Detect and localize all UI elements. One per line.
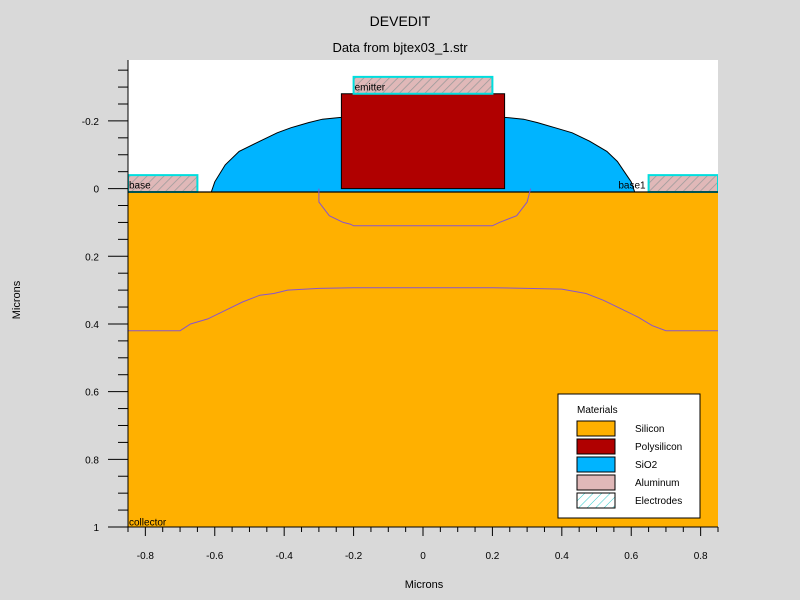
y-tick-label: 0.8 — [85, 455, 99, 466]
x-tick-label: -0.6 — [206, 551, 224, 562]
legend-label-sio2: SiO2 — [635, 460, 658, 471]
y-tick-label: -0.2 — [82, 117, 100, 128]
legend-swatch-sio2 — [576, 456, 616, 473]
emitter-junction-line — [318, 188, 532, 227]
x-tick-label: 0.8 — [694, 551, 708, 562]
legend: Materials Silicon Polysilicon SiO2 Aluminum… — [557, 393, 701, 519]
y-tick-label: 1 — [93, 523, 99, 534]
junctions-layer — [128, 188, 718, 332]
electrode-label-base: base — [129, 181, 151, 192]
x-tick-label: -0.8 — [137, 551, 155, 562]
region-hatch-aluminum-base1 — [647, 174, 718, 193]
legend-label-electrodes: Electrodes — [635, 496, 682, 507]
base-junction-line — [128, 287, 718, 332]
chart-title: DEVEDIT — [370, 13, 431, 29]
y-tick-label: 0.4 — [85, 320, 99, 331]
region-polysilicon — [340, 93, 506, 190]
legend-title: Materials — [577, 405, 618, 416]
y-axis: -0.2 0 0.2 0.4 0.6 0.8 1 — [82, 69, 128, 534]
y-tick-label: 0 — [93, 185, 99, 196]
x-tick-label: 0.6 — [624, 551, 638, 562]
x-tick-label: 0.2 — [485, 551, 499, 562]
y-axis-label: Microns — [11, 280, 23, 319]
chart-subtitle: Data from bjtex03_1.str — [332, 40, 468, 55]
x-tick-label: -0.2 — [345, 551, 363, 562]
y-tick-label: 0.2 — [85, 252, 99, 263]
legend-swatch-silicon — [576, 420, 616, 437]
x-axis: -0.8 -0.6 -0.4 -0.2 0 0.2 0.4 0.6 0.8 — [127, 527, 719, 562]
electrode-label-collector: collector — [129, 517, 167, 528]
legend-entries: Silicon Polysilicon SiO2 Aluminum Electrodes — [576, 420, 682, 509]
legend-label-polysilicon: Polysilicon — [635, 442, 682, 453]
x-tick-label: 0 — [420, 551, 426, 562]
x-axis-label: Microns — [405, 579, 444, 591]
x-tick-label: 0.4 — [555, 551, 569, 562]
region-hatch-aluminum-emitter — [352, 75, 494, 95]
legend-swatch-polysilicon — [576, 438, 616, 455]
electrode-labels-layer: emitter base base1 collector — [129, 82, 646, 528]
legend-swatch-electrodes — [576, 492, 616, 509]
y-tick-label: 0.6 — [85, 388, 99, 399]
electrode-label-base1: base1 — [618, 181, 646, 192]
electrode-label-emitter: emitter — [355, 82, 386, 93]
legend-label-aluminum: Aluminum — [635, 478, 679, 489]
legend-swatch-aluminum — [576, 474, 616, 491]
x-tick-label: -0.4 — [276, 551, 294, 562]
legend-label-silicon: Silicon — [635, 424, 664, 435]
